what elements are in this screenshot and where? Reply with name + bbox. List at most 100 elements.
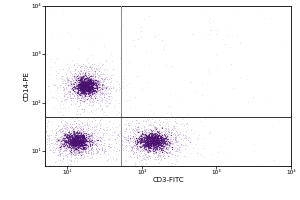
Point	[44, 130, 49, 133]
Point	[73, 68, 77, 71]
Point	[140, 138, 145, 142]
Point	[76, 141, 81, 144]
Point	[154, 138, 159, 141]
Point	[142, 129, 147, 133]
Point	[92, 124, 97, 127]
Point	[177, 147, 182, 151]
Point	[69, 139, 74, 142]
Point	[158, 146, 162, 149]
Point	[75, 92, 80, 95]
Point	[61, 118, 66, 122]
Point	[84, 88, 89, 91]
Point	[106, 114, 110, 118]
Point	[145, 135, 150, 138]
Point	[75, 133, 80, 136]
Point	[101, 131, 106, 134]
Point	[78, 87, 83, 90]
Point	[67, 90, 71, 93]
Point	[104, 149, 109, 152]
Point	[76, 135, 81, 138]
Point	[75, 126, 80, 130]
Point	[148, 137, 152, 140]
Point	[140, 145, 144, 148]
Point	[79, 135, 84, 138]
Point	[41, 137, 46, 140]
Point	[57, 138, 62, 141]
Point	[72, 139, 77, 142]
Point	[104, 125, 109, 128]
Point	[279, 38, 284, 42]
Point	[89, 86, 94, 89]
Point	[145, 136, 149, 139]
Point	[71, 130, 76, 133]
Point	[75, 137, 80, 140]
Point	[150, 138, 154, 141]
Point	[123, 84, 128, 87]
Point	[156, 147, 161, 150]
Point	[58, 145, 63, 149]
Point	[73, 135, 78, 138]
Point	[151, 143, 155, 146]
Point	[80, 122, 85, 125]
Point	[158, 145, 163, 148]
Point	[78, 152, 83, 155]
Point	[85, 91, 90, 94]
Point	[72, 132, 77, 135]
Point	[148, 139, 153, 142]
Point	[82, 147, 86, 150]
Point	[86, 89, 91, 92]
Point	[74, 140, 79, 143]
Point	[61, 143, 65, 146]
Point	[245, 78, 250, 81]
Point	[162, 48, 167, 51]
Point	[130, 127, 135, 130]
Point	[67, 76, 71, 79]
Point	[103, 86, 108, 89]
Point	[48, 148, 52, 151]
Point	[80, 134, 85, 138]
Point	[71, 144, 76, 147]
Point	[76, 77, 81, 80]
Point	[72, 120, 76, 123]
Point	[81, 134, 85, 138]
Point	[87, 90, 92, 93]
Point	[151, 122, 156, 125]
Point	[148, 135, 152, 138]
Point	[87, 84, 92, 87]
Point	[73, 139, 78, 142]
Point	[77, 81, 82, 84]
Point	[147, 149, 152, 152]
Point	[71, 127, 76, 131]
Point	[82, 82, 86, 85]
Point	[130, 147, 134, 151]
Point	[83, 134, 88, 137]
Point	[169, 142, 174, 145]
Point	[79, 138, 83, 141]
Point	[77, 82, 82, 85]
Point	[154, 150, 159, 153]
Point	[169, 161, 174, 165]
Point	[140, 138, 145, 142]
Point	[77, 136, 82, 139]
Point	[143, 49, 148, 53]
Point	[166, 131, 171, 134]
Point	[74, 145, 79, 148]
Point	[83, 91, 88, 94]
Point	[122, 135, 127, 138]
Point	[140, 143, 145, 146]
Point	[76, 95, 80, 98]
Point	[155, 52, 160, 55]
Point	[60, 137, 65, 141]
Point	[162, 144, 167, 148]
Point	[84, 123, 89, 126]
Point	[103, 86, 108, 89]
Point	[143, 143, 148, 146]
Point	[84, 94, 89, 97]
Point	[71, 141, 76, 144]
Point	[77, 141, 82, 145]
Point	[87, 139, 92, 142]
Point	[79, 63, 84, 67]
Point	[47, 147, 52, 150]
Point	[82, 97, 87, 100]
Point	[88, 82, 93, 85]
